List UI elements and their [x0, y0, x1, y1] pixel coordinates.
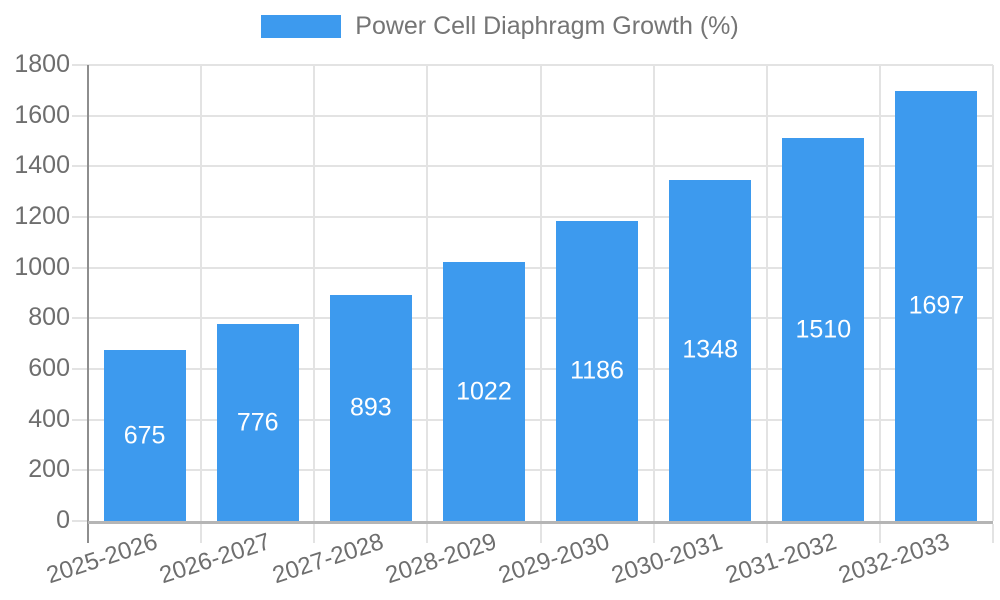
- bar-value-label-2029-2030: 1186: [570, 356, 624, 385]
- bar-value-label-2027-2028: 893: [349, 393, 392, 422]
- x-axis-label-2025-2026: 2025-2026: [43, 528, 161, 590]
- bar-2028-2029: [442, 262, 525, 521]
- y-axis-label-1600: 1600: [14, 100, 70, 129]
- tick-x-boundary-2: [313, 524, 316, 543]
- x-axis-label-2027-2028: 2027-2028: [269, 528, 387, 590]
- gridline-x-boundary-1: [200, 65, 203, 521]
- bar-2025-2026: [103, 350, 186, 521]
- y-axis-label-200: 200: [28, 455, 70, 484]
- tick-y-800: [72, 317, 88, 320]
- bar-2026-2027: [216, 324, 299, 521]
- legend-item-series[interactable]: Power Cell Diaphragm Growth (%): [261, 11, 739, 40]
- tick-x-boundary-8: [992, 524, 994, 543]
- tick-y-600: [72, 368, 88, 370]
- tick-x-boundary-5: [652, 524, 655, 543]
- x-axis-label-2032-2033: 2032-2033: [834, 528, 953, 590]
- y-axis-label-1800: 1800: [14, 50, 70, 78]
- legend-label: Power Cell Diaphragm Growth (%): [355, 11, 739, 40]
- bar-2030-2031: [669, 179, 752, 521]
- bar-2031-2032: [782, 138, 865, 521]
- gridline-x-boundary-7: [878, 65, 881, 521]
- x-axis-label-2031-2032: 2031-2032: [721, 528, 840, 590]
- tick-x-boundary-4: [539, 524, 542, 543]
- bar-value-label-2025-2026: 675: [123, 421, 166, 449]
- y-axis-label-400: 400: [28, 404, 70, 433]
- tick-x-boundary-6: [765, 524, 768, 543]
- gridline-x-boundary-6: [765, 65, 768, 521]
- bar-2027-2028: [329, 294, 412, 521]
- y-axis-label-1400: 1400: [14, 151, 70, 180]
- legend-swatch-icon: [261, 14, 342, 38]
- tick-y-400: [72, 418, 88, 421]
- tick-x-boundary-7: [878, 524, 881, 543]
- bar-value-label-2026-2027: 776: [236, 408, 279, 437]
- x-axis-label-2028-2029: 2028-2029: [382, 528, 500, 590]
- chart-legend: Power Cell Diaphragm Growth (%): [0, 0, 1000, 52]
- gridline-x-boundary-8: [992, 65, 994, 521]
- bar-value-label-2028-2029: 1022: [456, 377, 512, 406]
- bar-2029-2030: [556, 220, 639, 521]
- tick-x-boundary-1: [200, 524, 203, 543]
- gridline-x-boundary-5: [652, 65, 655, 521]
- x-axis-line: [88, 521, 993, 524]
- y-axis-label-800: 800: [28, 303, 70, 332]
- bar-value-label-2032-2033: 1697: [908, 291, 965, 320]
- x-axis-label-2029-2030: 2029-2030: [495, 528, 614, 590]
- y-axis-label-0: 0: [56, 506, 70, 534]
- tick-y-1200: [72, 216, 88, 218]
- y-axis-label-1000: 1000: [14, 252, 70, 281]
- x-axis-label-2026-2027: 2026-2027: [156, 528, 274, 590]
- y-axis-label-600: 600: [28, 354, 70, 382]
- tick-x-boundary-3: [426, 524, 429, 543]
- tick-y-1600: [72, 114, 88, 117]
- y-axis-label-1200: 1200: [14, 202, 70, 230]
- tick-y-200: [72, 469, 88, 472]
- gridline-x-boundary-2: [313, 65, 316, 521]
- x-axis-label-2030-2031: 2030-2031: [608, 528, 727, 590]
- tick-y-1000: [72, 266, 88, 269]
- bar-2032-2033: [895, 91, 978, 521]
- gridline-x-boundary-4: [539, 65, 542, 521]
- tick-y-1400: [72, 165, 88, 168]
- bar-value-label-2030-2031: 1348: [682, 335, 738, 364]
- bar-value-label-2031-2032: 1510: [795, 315, 852, 344]
- tick-y-0: [72, 520, 88, 522]
- y-axis-line: [87, 65, 89, 543]
- gridline-x-boundary-3: [426, 65, 429, 521]
- tick-y-1800: [72, 64, 88, 66]
